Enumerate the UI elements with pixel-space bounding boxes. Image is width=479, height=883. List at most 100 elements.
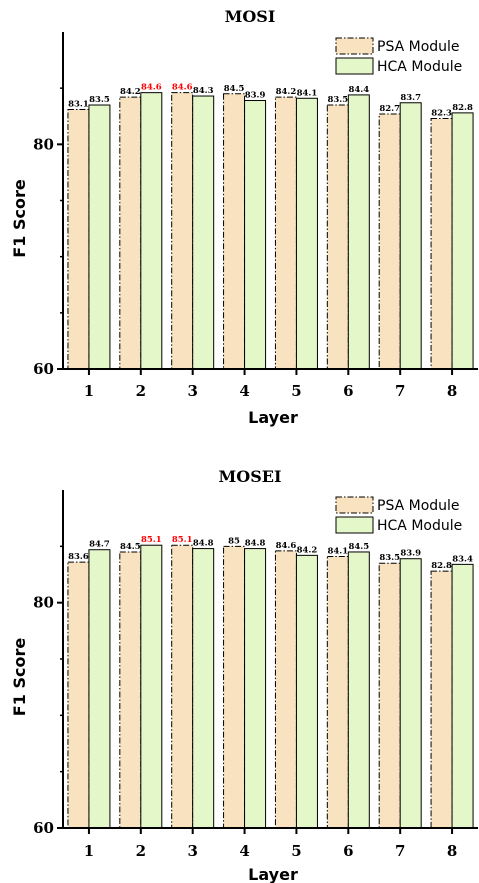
hca-bar	[244, 548, 267, 829]
x-tick-label: 3	[187, 382, 197, 400]
data-label: 84.8	[193, 539, 214, 549]
y-axis-title: F1 Score	[10, 179, 29, 258]
data-label: 85.1	[141, 535, 162, 545]
data-label: 84.5	[120, 542, 141, 552]
x-tick-label: 8	[447, 382, 457, 400]
data-label: 84.3	[193, 86, 214, 96]
hca-bar	[347, 551, 370, 829]
data-label: 84.6	[141, 83, 162, 93]
psa-bar	[223, 93, 246, 370]
data-label: 84.4	[348, 85, 369, 95]
legend-label: HCA Module	[377, 518, 462, 534]
legend-label: PSA Module	[377, 39, 460, 55]
data-label: 84.5	[348, 542, 369, 552]
legend-swatch-psa	[335, 496, 374, 514]
data-label: 82.3	[431, 108, 452, 118]
x-tick-label: 2	[136, 382, 146, 400]
y-tick-label: 60	[33, 819, 54, 837]
data-label: 83.5	[327, 95, 348, 105]
hca-bar	[192, 548, 215, 829]
data-label: 83.9	[400, 549, 421, 559]
x-tick-label: 7	[395, 842, 405, 860]
psa-bar	[326, 555, 349, 829]
psa-bar	[430, 117, 453, 370]
data-label: 83.5	[89, 95, 110, 105]
x-tick-label: 1	[84, 842, 94, 860]
hca-bar	[192, 95, 215, 370]
data-label: 84.8	[245, 539, 266, 549]
x-tick-label: 4	[239, 842, 249, 860]
psa-bar	[274, 96, 297, 370]
y-axis-title: F1 Score	[10, 638, 29, 717]
x-axis-title: Layer	[248, 408, 298, 427]
psa-bar	[223, 545, 246, 829]
chart-title: MOSEI	[219, 467, 282, 486]
x-tick-label: 2	[136, 842, 146, 860]
psa-bar	[67, 109, 90, 370]
data-label: 82.8	[431, 561, 452, 571]
data-label: 84.7	[89, 540, 110, 550]
hca-bar	[140, 544, 163, 829]
hca-bar	[451, 112, 474, 370]
psa-bar	[378, 113, 401, 370]
psa-bar	[171, 92, 194, 370]
psa-bar	[326, 104, 349, 370]
data-label: 82.8	[452, 103, 473, 113]
x-tick-label: 3	[187, 842, 197, 860]
data-label: 84.5	[224, 84, 245, 94]
legend-label: PSA Module	[377, 498, 460, 514]
data-label: 84.2	[276, 87, 297, 97]
hca-bar	[399, 102, 422, 370]
data-label: 83.6	[68, 552, 89, 562]
legend-swatch-psa	[335, 37, 374, 55]
psa-bar	[119, 96, 142, 370]
data-label: 85	[228, 536, 240, 546]
legend-swatch-hca	[335, 516, 374, 534]
legend-label: HCA Module	[377, 59, 462, 75]
x-axis-title: Layer	[248, 865, 298, 883]
psa-bar	[378, 562, 401, 829]
x-tick-label: 1	[84, 382, 94, 400]
data-label: 84.6	[172, 83, 193, 93]
data-label: 82.7	[379, 104, 400, 114]
y-tick-label: 80	[33, 135, 54, 153]
data-label: 83.9	[245, 91, 266, 101]
data-label: 83.7	[400, 93, 421, 103]
data-label: 84.1	[297, 88, 318, 98]
data-label: 83.5	[379, 553, 400, 563]
psa-bar	[274, 550, 297, 829]
x-tick-label: 5	[291, 382, 301, 400]
y-tick-label: 60	[33, 360, 54, 378]
hca-bar	[399, 558, 422, 829]
hca-bar	[295, 97, 318, 370]
hca-bar	[244, 100, 267, 370]
psa-bar	[430, 570, 453, 829]
hca-bar	[347, 94, 370, 370]
x-tick-label: 6	[343, 842, 353, 860]
legend-swatch-hca	[335, 57, 374, 75]
x-tick-label: 8	[447, 842, 457, 860]
x-tick-label: 4	[239, 382, 249, 400]
data-label: 83.1	[68, 100, 89, 110]
psa-bar	[67, 561, 90, 829]
data-label: 84.2	[297, 545, 318, 555]
x-tick-label: 7	[395, 382, 405, 400]
hca-bar	[451, 563, 474, 829]
hca-bar	[88, 549, 111, 829]
data-label: 84.1	[327, 546, 348, 556]
psa-bar	[119, 551, 142, 829]
data-label: 84.2	[120, 87, 141, 97]
y-tick-label: 80	[33, 594, 54, 612]
psa-bar	[171, 544, 194, 829]
hca-bar	[88, 104, 111, 370]
data-label: 83.4	[452, 554, 473, 564]
data-label: 85.1	[172, 535, 193, 545]
chart-title: MOSI	[225, 7, 276, 26]
x-tick-label: 5	[291, 842, 301, 860]
hca-bar	[140, 92, 163, 370]
x-tick-label: 6	[343, 382, 353, 400]
hca-bar	[295, 554, 318, 829]
